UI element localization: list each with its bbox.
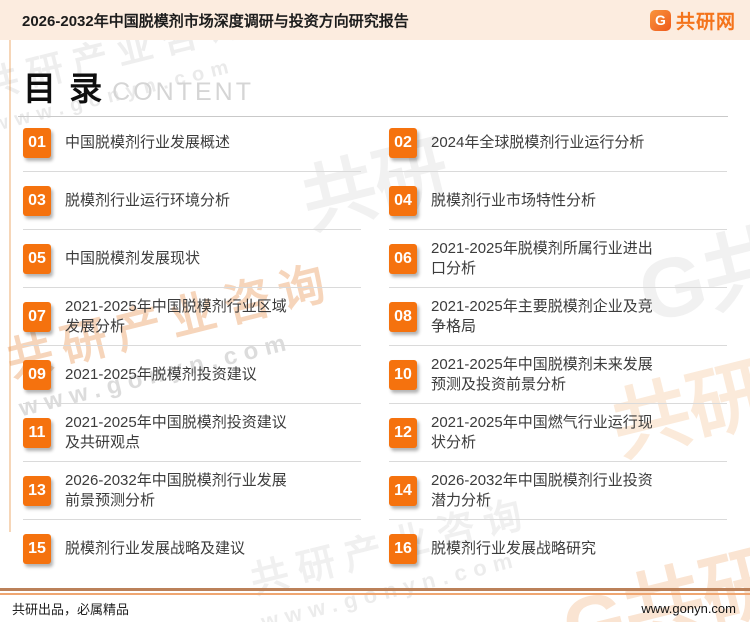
toc-heading-zh: 目 录 xyxy=(23,70,105,107)
toc-item-label: 2021-2025年中国脱模剂行业区域发展分析 xyxy=(65,297,287,335)
footer-slogan: 共研出品，必属精品 xyxy=(12,602,130,617)
toc-item-number: 07 xyxy=(23,301,51,332)
toc-item: 10 2021-2025年中国脱模剂未来发展预测及投资前景分析 xyxy=(389,346,727,404)
toc-item-label: 2024年全球脱模剂行业运行分析 xyxy=(431,133,645,151)
footer-row: 共研出品，必属精品 www.gonyn.com xyxy=(0,595,750,622)
toc-item: 02 2024年全球脱模剂行业运行分析 xyxy=(389,114,727,172)
toc-item-number: 16 xyxy=(389,534,417,564)
toc-item-number: 14 xyxy=(389,475,417,506)
toc-list: 01 中国脱模剂行业发展概述 02 2024年全球脱模剂行业运行分析 03 脱模… xyxy=(23,114,727,578)
footer-url: www.gonyn.com xyxy=(641,601,736,616)
toc-item: 05 中国脱模剂发展现状 xyxy=(23,230,361,288)
toc-item: 04 脱模剂行业市场特性分析 xyxy=(389,172,727,230)
toc-item-number: 13 xyxy=(23,475,51,506)
toc-heading-en: CONTENT xyxy=(112,78,254,106)
toc-item-number: 04 xyxy=(389,185,417,216)
toc-item: 03 脱模剂行业运行环境分析 xyxy=(23,172,361,230)
toc-item-label: 2026-2032年中国脱模剂行业投资潜力分析 xyxy=(431,471,653,509)
toc-item: 11 2021-2025年中国脱模剂投资建议及共研观点 xyxy=(23,404,361,462)
toc-item-number: 11 xyxy=(23,417,51,448)
toc-item: 14 2026-2032年中国脱模剂行业投资潜力分析 xyxy=(389,462,727,520)
toc-item-number: 02 xyxy=(389,127,417,158)
toc-item-label: 脱模剂行业发展战略研究 xyxy=(431,540,597,557)
brand-logo-text: 共研网 xyxy=(675,11,736,33)
toc-item-label: 2021-2025年中国脱模剂投资建议及共研观点 xyxy=(65,413,287,451)
toc-item: 13 2026-2032年中国脱模剂行业发展前景预测分析 xyxy=(23,462,361,520)
toc-item: 12 2021-2025年中国燃气行业运行现状分析 xyxy=(389,404,727,462)
toc-item-number: 08 xyxy=(389,301,417,332)
toc-item-label: 2026-2032年中国脱模剂行业发展前景预测分析 xyxy=(65,471,287,509)
toc-item-number: 09 xyxy=(23,359,51,390)
toc-item: 01 中国脱模剂行业发展概述 xyxy=(23,114,361,172)
toc-item-label: 2021-2025年中国燃气行业运行现状分析 xyxy=(431,413,653,451)
toc-item: 16 脱模剂行业发展战略研究 xyxy=(389,520,727,578)
brand-logo: G 共研网 xyxy=(649,7,736,34)
heading-divider xyxy=(18,116,728,117)
footer: 共研出品，必属精品 www.gonyn.com xyxy=(0,588,750,622)
brand-logo-icon: G xyxy=(649,9,671,31)
left-accent-line xyxy=(9,40,11,532)
report-title: 2026-2032年中国脱模剂市场深度调研与投资方向研究报告 xyxy=(22,12,409,30)
toc-item-number: 10 xyxy=(389,359,417,390)
toc-item: 07 2021-2025年中国脱模剂行业区域发展分析 xyxy=(23,288,361,346)
toc-item-label: 脱模剂行业运行环境分析 xyxy=(65,191,231,209)
toc-heading: 目 录 CONTENT xyxy=(23,62,254,110)
toc-item-label: 中国脱模剂行业发展概述 xyxy=(65,133,231,151)
toc-item-label: 2021-2025年主要脱模剂企业及竞争格局 xyxy=(431,297,653,335)
toc-item-label: 脱模剂行业市场特性分析 xyxy=(431,191,597,209)
toc-item-number: 03 xyxy=(23,185,51,216)
toc-item-number: 15 xyxy=(23,534,51,564)
toc-item: 09 2021-2025年脱模剂投资建议 xyxy=(23,346,361,404)
toc-item-number: 05 xyxy=(23,243,51,274)
toc-item: 15 脱模剂行业发展战略及建议 xyxy=(23,520,361,578)
toc-item: 08 2021-2025年主要脱模剂企业及竞争格局 xyxy=(389,288,727,346)
header-bar: 2026-2032年中国脱模剂市场深度调研与投资方向研究报告 G 共研网 xyxy=(0,0,750,40)
toc-item-label: 2021-2025年脱模剂投资建议 xyxy=(65,365,257,383)
footer-line-light xyxy=(0,593,750,595)
toc-item-number: 01 xyxy=(23,127,51,158)
toc-item-label: 2021-2025年脱模剂所属行业进出口分析 xyxy=(431,239,653,277)
toc-item: 06 2021-2025年脱模剂所属行业进出口分析 xyxy=(389,230,727,288)
footer-line-dark xyxy=(0,588,750,591)
toc-item-label: 2021-2025年中国脱模剂未来发展预测及投资前景分析 xyxy=(431,355,653,393)
toc-item-label: 脱模剂行业发展战略及建议 xyxy=(65,540,246,557)
toc-item-number: 12 xyxy=(389,417,417,448)
toc-item-label: 中国脱模剂发展现状 xyxy=(65,249,201,267)
toc-item-number: 06 xyxy=(389,243,417,274)
